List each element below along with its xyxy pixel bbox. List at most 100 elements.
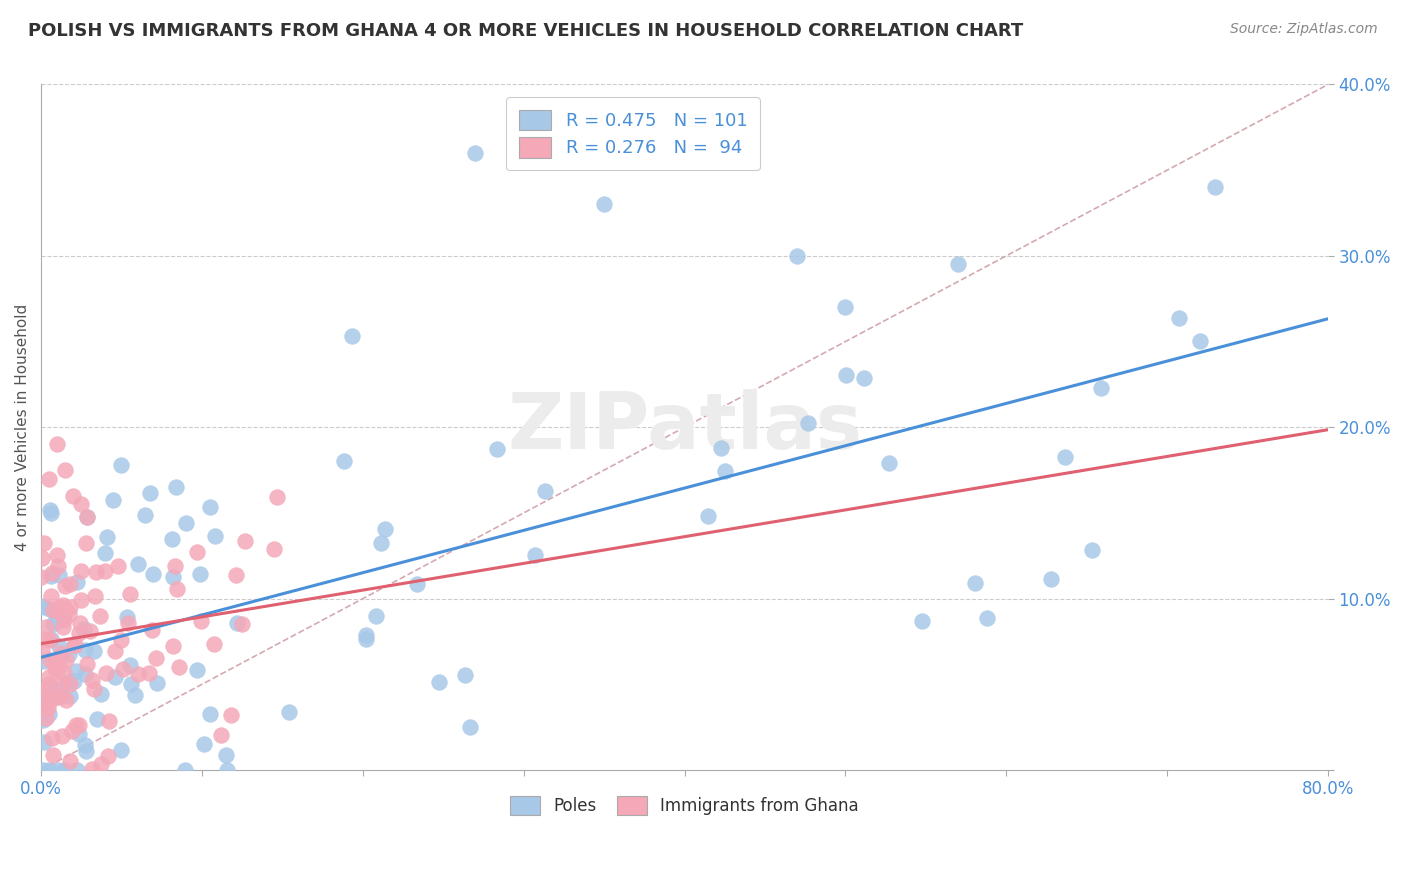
Point [454, 668, 477, 682]
Point [75, 536, 97, 550]
Point [166, 582, 188, 596]
Point [104, 670, 127, 684]
Point [1168, 311, 1191, 326]
Point [427, 674, 450, 689]
Point [110, 632, 132, 647]
Point [75, 738, 97, 752]
Point [65, 763, 87, 777]
Point [96, 530, 118, 544]
Point [34, 632, 56, 647]
Point [31, 570, 53, 584]
Point [42, 603, 65, 617]
Point [1188, 334, 1211, 348]
Point [35, 699, 58, 714]
Point [963, 576, 986, 591]
Point [193, 737, 215, 751]
Point [134, 508, 156, 523]
Point [354, 628, 377, 642]
Point [90, 687, 112, 701]
Point [52, 598, 75, 612]
Point [65, 718, 87, 732]
Point [219, 708, 242, 723]
Point [76, 510, 98, 524]
Point [73, 622, 96, 636]
Point [41, 731, 63, 745]
Point [90, 756, 112, 771]
Text: ZIPatlas: ZIPatlas [508, 389, 862, 466]
Point [118, 587, 141, 601]
Point [370, 536, 392, 550]
Point [32, 735, 55, 749]
Point [333, 454, 356, 468]
Point [141, 623, 163, 637]
Point [80, 673, 103, 687]
Point [96, 749, 118, 764]
Point [86, 712, 108, 726]
Point [209, 728, 232, 742]
Point [946, 257, 969, 271]
Point [51, 730, 73, 744]
Point [101, 493, 124, 508]
Text: Source: ZipAtlas.com: Source: ZipAtlas.com [1230, 22, 1378, 37]
Legend: Poles, Immigrants from Ghana: Poles, Immigrants from Ghana [502, 788, 868, 823]
Point [52, 612, 75, 626]
Point [167, 660, 190, 674]
Point [75, 744, 97, 758]
Point [69, 615, 91, 630]
Point [117, 610, 139, 624]
Point [786, 249, 808, 263]
Point [49, 599, 72, 614]
Point [46, 548, 69, 562]
Point [83, 644, 105, 658]
Point [59, 577, 82, 591]
Point [79, 624, 101, 639]
Point [52, 763, 75, 777]
Point [117, 615, 139, 630]
Point [83, 589, 105, 603]
Point [48, 639, 70, 653]
Point [48, 660, 70, 674]
Point [59, 677, 82, 691]
Point [797, 416, 820, 430]
Point [63, 638, 86, 652]
Point [32, 683, 55, 698]
Point [48, 690, 70, 705]
Point [190, 614, 212, 628]
Point [75, 667, 97, 681]
Point [35, 711, 58, 725]
Point [124, 688, 146, 702]
Point [138, 666, 160, 681]
Point [204, 529, 226, 543]
Point [42, 748, 65, 763]
Point [65, 664, 87, 678]
Point [46, 437, 69, 451]
Point [41, 617, 63, 632]
Point [458, 720, 481, 734]
Point [84, 565, 107, 579]
Point [911, 614, 934, 628]
Point [215, 748, 238, 763]
Point [93, 565, 115, 579]
Point [340, 328, 363, 343]
Point [41, 566, 63, 580]
Point [32, 763, 55, 777]
Point [53, 666, 76, 681]
Point [127, 666, 149, 681]
Point [46, 558, 69, 573]
Point [120, 658, 142, 673]
Point [142, 566, 165, 581]
Point [49, 646, 72, 660]
Point [76, 657, 98, 672]
Point [89, 608, 111, 623]
Point [75, 642, 97, 657]
Point [46, 603, 69, 617]
Point [39, 589, 62, 603]
Point [34, 654, 56, 668]
Point [98, 714, 121, 728]
Point [266, 490, 288, 504]
Point [55, 692, 77, 706]
Point [697, 508, 720, 523]
Point [45, 654, 67, 668]
Point [53, 463, 76, 477]
Point [200, 500, 222, 514]
